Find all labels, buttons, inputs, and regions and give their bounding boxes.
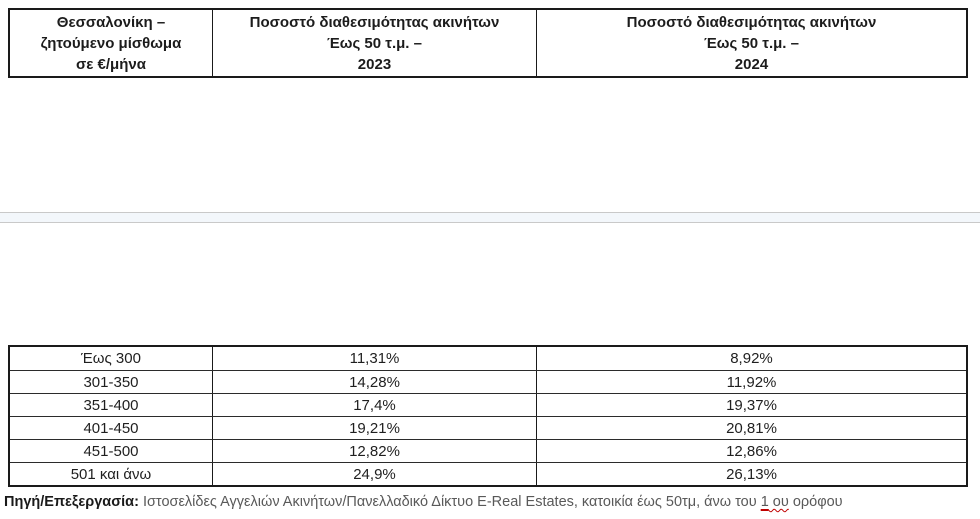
cell-2023-value[interactable]: 24,9% (212, 463, 536, 485)
cell-2024-value[interactable]: 19,37% (536, 394, 966, 416)
cell-2024-value[interactable]: 11,92% (536, 371, 966, 393)
cell-2024-value[interactable]: 12,86% (536, 440, 966, 462)
cell-rent-range[interactable]: 501 και άνω (70, 465, 152, 483)
source-note-label: Πηγή/Επεξεργασία: (4, 494, 139, 510)
cell-rent-range[interactable]: 351-400 (83, 396, 139, 414)
rent-availability-header-table: Θεσσαλονίκη – ζητούμενο μίσθωμα σε €/μήν… (8, 8, 968, 78)
source-note-text: Ιστοσελίδες Αγγελιών Ακινήτων/Πανελλαδικ… (138, 494, 761, 510)
cell-rent-range[interactable]: 401-450 (83, 419, 139, 437)
table-row: 401-450 19,21% 20,81% (10, 416, 966, 439)
table-row: 351-400 17,4% 19,37% (10, 393, 966, 416)
cell-2024-value[interactable]: 20,81% (536, 417, 966, 439)
cell-2023-value[interactable]: 14,28% (212, 371, 536, 393)
header-cell-availability-2024[interactable]: Ποσοστό διαθεσιμότητας ακινήτων Έως 50 τ… (536, 10, 966, 76)
cell-rent-range[interactable]: 301-350 (83, 373, 139, 391)
cell-2023-value[interactable]: 12,82% (212, 440, 536, 462)
header-cell-rent-range[interactable]: Θεσσαλονίκη – ζητούμενο μίσθωμα σε €/μήν… (40, 13, 182, 73)
cell-rent-range[interactable]: Έως 300 (81, 350, 141, 367)
table-row: 301-350 14,28% 11,92% (10, 370, 966, 393)
table-row: Έως 300 11,31% 8,92% (10, 347, 966, 370)
cell-2023-value[interactable]: 19,21% (212, 417, 536, 439)
cell-2024-value[interactable]: 26,13% (536, 463, 966, 485)
spellcheck-flagged-word[interactable]: ου (768, 494, 789, 510)
table-row: 501 και άνω 24,9% 26,13% (10, 462, 966, 485)
spellcheck-flagged-number[interactable]: 1 (760, 494, 769, 510)
source-note: Πηγή/Επεξεργασία: Ιστοσελίδες Αγγελιών Α… (4, 493, 843, 512)
cell-2023-value[interactable]: 17,4% (212, 394, 536, 416)
cell-2023-value[interactable]: 11,31% (212, 347, 536, 370)
table-row: 451-500 12,82% 12,86% (10, 439, 966, 462)
header-cell-availability-2023[interactable]: Ποσοστό διαθεσιμότητας ακινήτων Έως 50 τ… (212, 10, 536, 76)
cell-rent-range[interactable]: 451-500 (83, 442, 139, 460)
rent-availability-data-table: Έως 300 11,31% 8,92% 301-350 14,28% 11,9… (8, 345, 968, 487)
source-note-text-tail: ορόφου (788, 494, 843, 510)
cell-2024-value[interactable]: 8,92% (536, 347, 966, 370)
page-break-band (0, 212, 980, 223)
